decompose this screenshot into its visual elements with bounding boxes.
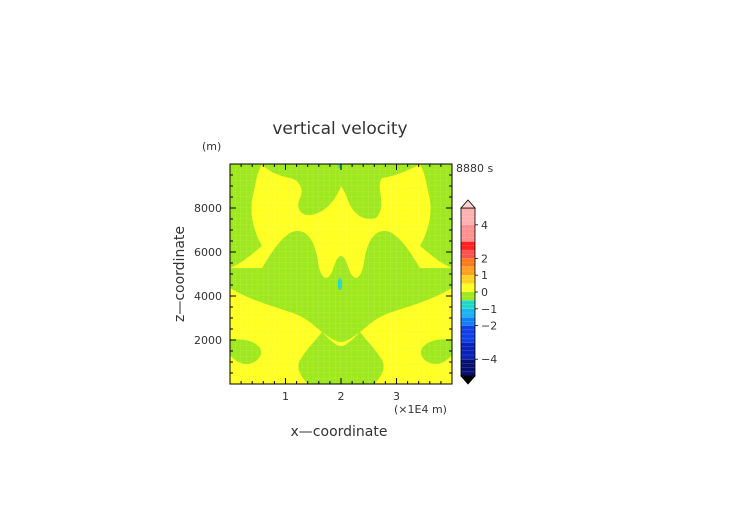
y-tick-label: 8000 bbox=[194, 202, 222, 215]
colorbar-bottom-arrow bbox=[460, 375, 476, 385]
x-axis-unit: (×1E4 m) bbox=[394, 403, 447, 416]
colorbar-tick-label: 4 bbox=[481, 219, 488, 232]
y-axis-unit: (m) bbox=[202, 140, 221, 153]
grid-overlay bbox=[230, 164, 452, 384]
x-tick-label: 3 bbox=[393, 390, 400, 403]
colorbar-level bbox=[461, 300, 475, 309]
colorbar-tick-label: −2 bbox=[481, 320, 497, 333]
y-tick-label: 6000 bbox=[194, 246, 222, 259]
time-label: 8880 s bbox=[456, 162, 493, 175]
x-axis-label: x—coordinate bbox=[291, 424, 388, 440]
x-tick-label: 2 bbox=[338, 390, 345, 403]
y-axis-label: z—coordinate bbox=[172, 226, 188, 322]
colorbar-level bbox=[461, 342, 475, 360]
chart-title: vertical velocity bbox=[272, 119, 407, 139]
colorbar-level bbox=[461, 308, 475, 318]
colorbar-level bbox=[461, 241, 475, 250]
heatmap-field bbox=[230, 164, 452, 384]
x-tick-label: 1 bbox=[282, 390, 289, 403]
colorbar-level bbox=[461, 266, 475, 276]
colorbar-level bbox=[461, 359, 475, 376]
colorbar-level bbox=[461, 208, 475, 225]
colorbar-level bbox=[461, 250, 475, 259]
colorbar-tick-label: 2 bbox=[481, 252, 488, 265]
colorbar-level bbox=[461, 317, 475, 326]
colorbar-level bbox=[461, 275, 475, 284]
colorbar: 4 2 1 0 −1 −2 −4 bbox=[460, 199, 497, 385]
colorbar-level bbox=[461, 283, 475, 292]
colorbar-level bbox=[461, 258, 475, 267]
y-tick-label: 2000 bbox=[194, 334, 222, 347]
colorbar-level bbox=[461, 224, 475, 242]
y-tick-label: 4000 bbox=[194, 290, 222, 303]
colorbar-tick-label: 1 bbox=[481, 269, 488, 282]
colorbar-level bbox=[461, 292, 475, 301]
colorbar-tick-label: −1 bbox=[481, 303, 497, 316]
colorbar-tick-label: −4 bbox=[481, 353, 497, 366]
axis-ticks: 1 2 3 2000 4000 6000 8000 bbox=[194, 164, 452, 403]
colorbar-top-arrow bbox=[460, 199, 476, 209]
colorbar-level bbox=[461, 325, 475, 343]
colorbar-tick-label: 0 bbox=[481, 286, 488, 299]
